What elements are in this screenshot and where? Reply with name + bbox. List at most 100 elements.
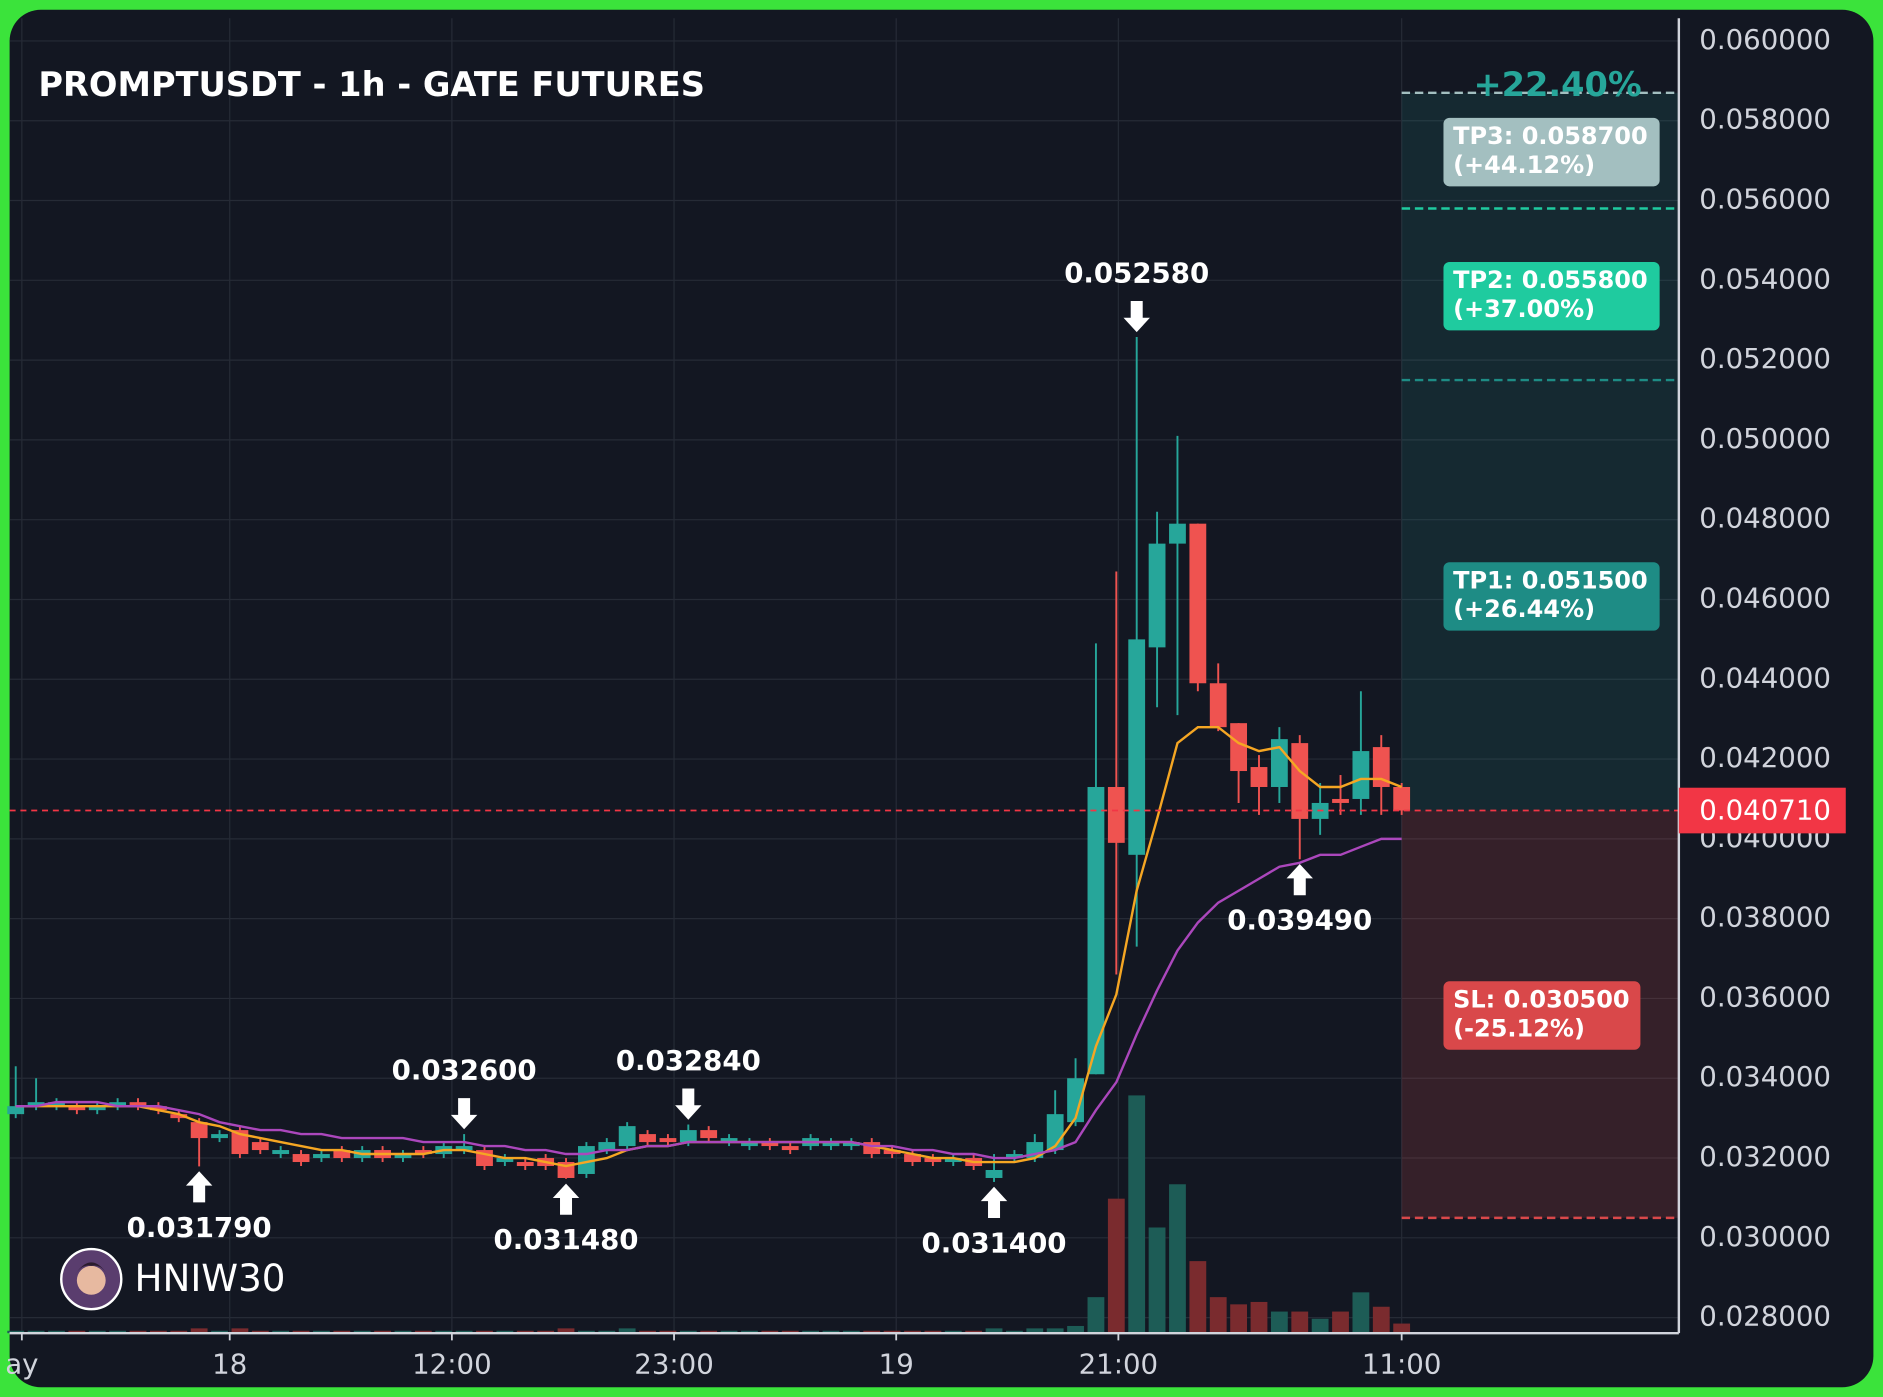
volume-bar <box>557 1328 575 1334</box>
y-tick-label: 0.038000 <box>1699 901 1831 934</box>
annotation-label: 0.031400 <box>922 1226 1067 1259</box>
annotation-label: 0.031790 <box>127 1211 272 1244</box>
volume-bar <box>1046 1328 1064 1334</box>
candle-body <box>109 1102 127 1107</box>
volume-bar <box>1352 1292 1370 1334</box>
y-tick-label: 0.028000 <box>1699 1300 1831 1333</box>
profit-zone <box>1401 92 1679 811</box>
candle-body <box>129 1102 147 1107</box>
target-change: (+37.00%) <box>1453 295 1595 323</box>
candle-body <box>924 1158 942 1163</box>
annotation-label: 0.052580 <box>1064 257 1209 290</box>
volume-bar <box>985 1328 1003 1334</box>
chart-title: PROMPTUSDT - 1h - GATE FUTURES <box>38 65 705 104</box>
volume-bar <box>1270 1311 1288 1334</box>
annotation-arrow <box>450 1098 478 1130</box>
volume-bar <box>1128 1095 1146 1334</box>
x-tick-label: 11:00 <box>1362 1348 1442 1381</box>
candle-body <box>455 1146 473 1151</box>
candle-body <box>1189 523 1207 684</box>
volume-bar <box>1372 1306 1390 1334</box>
candle-body <box>781 1146 799 1151</box>
candle-body <box>598 1142 616 1151</box>
candle-body <box>272 1150 290 1155</box>
candle-body <box>7 1106 25 1115</box>
candle-body <box>741 1142 758 1147</box>
candle-body <box>211 1134 228 1139</box>
target-label: TP2: 0.055800 <box>1453 266 1648 294</box>
volume-bar <box>1291 1311 1309 1334</box>
candle-body <box>1250 767 1268 787</box>
annotation-arrow <box>1286 864 1313 896</box>
y-tick-label: 0.032000 <box>1699 1140 1831 1173</box>
candle-body <box>251 1142 269 1151</box>
volume-bar <box>1230 1304 1248 1334</box>
volume-bar <box>1393 1323 1411 1334</box>
volume-bar <box>1067 1325 1084 1334</box>
x-tick-label: 23:00 <box>634 1348 714 1381</box>
candle-body <box>1393 786 1411 811</box>
y-tick-label: 0.056000 <box>1699 183 1831 216</box>
candle-body <box>414 1150 432 1155</box>
candle-body <box>720 1138 738 1143</box>
target-box <box>1443 261 1660 331</box>
y-tick-label: 0.030000 <box>1699 1220 1831 1253</box>
candle-body <box>659 1138 677 1143</box>
price-tag-label: 0.040710 <box>1699 794 1831 827</box>
price-tag <box>1678 787 1846 834</box>
annotation-arrow <box>1123 300 1150 333</box>
candle-body <box>394 1154 412 1159</box>
candle-body <box>944 1158 962 1163</box>
candle-body <box>292 1154 310 1163</box>
target-box <box>1443 117 1660 187</box>
volume-bar <box>1209 1297 1227 1334</box>
volume-bar <box>1169 1184 1186 1334</box>
y-tick-label: 0.060000 <box>1699 23 1831 56</box>
avatar-hair <box>74 1262 109 1276</box>
y-tick-label: 0.034000 <box>1699 1060 1831 1093</box>
y-tick-label: 0.052000 <box>1699 342 1831 375</box>
candle-body <box>1107 786 1125 843</box>
y-tick-label: 0.042000 <box>1699 741 1831 774</box>
annotation-label: 0.032840 <box>616 1044 761 1077</box>
annotation-arrow <box>675 1088 702 1120</box>
candle-body <box>48 1102 65 1107</box>
annotation-label: 0.039490 <box>1227 904 1372 937</box>
y-tick-label: 0.046000 <box>1699 581 1831 614</box>
candle-body <box>761 1142 779 1147</box>
volume-bar <box>1250 1301 1268 1334</box>
candle-body <box>904 1154 921 1163</box>
candle-body <box>842 1142 860 1147</box>
candle-body <box>516 1162 534 1167</box>
candle-body <box>1148 543 1166 648</box>
y-tick-label: 0.036000 <box>1699 980 1831 1013</box>
candle-body <box>149 1106 167 1111</box>
x-tick-label: 12:00 <box>412 1348 492 1381</box>
target-label: TP1: 0.051500 <box>1453 566 1648 594</box>
candle-body <box>1230 723 1248 772</box>
candle-body <box>1352 751 1370 799</box>
candle-body <box>1169 523 1186 544</box>
volume-bar <box>1311 1318 1329 1334</box>
y-tick-label: 0.054000 <box>1699 262 1831 295</box>
moving-average-line <box>15 837 1402 1160</box>
y-tick-label: 0.050000 <box>1699 422 1831 455</box>
candle-body <box>883 1150 901 1155</box>
candle-body <box>1209 683 1227 728</box>
candle-body <box>1067 1078 1084 1123</box>
x-tick-label: 21:00 <box>1079 1348 1159 1381</box>
target-change: (+44.12%) <box>1453 151 1595 179</box>
candle-body <box>822 1142 840 1147</box>
annotation-arrow <box>185 1171 213 1203</box>
candle-body <box>190 1122 208 1139</box>
gain-label: +22.40% <box>1473 65 1641 104</box>
stop-label: SL: 0.030500 <box>1453 986 1630 1014</box>
stop-box <box>1443 981 1641 1050</box>
candle-body <box>1006 1154 1023 1159</box>
volume-bar <box>1107 1198 1125 1334</box>
candle-body <box>1291 743 1309 819</box>
candle-body <box>170 1114 188 1119</box>
stop-change: (-25.12%) <box>1453 1014 1585 1042</box>
chart-background <box>9 9 1874 1388</box>
